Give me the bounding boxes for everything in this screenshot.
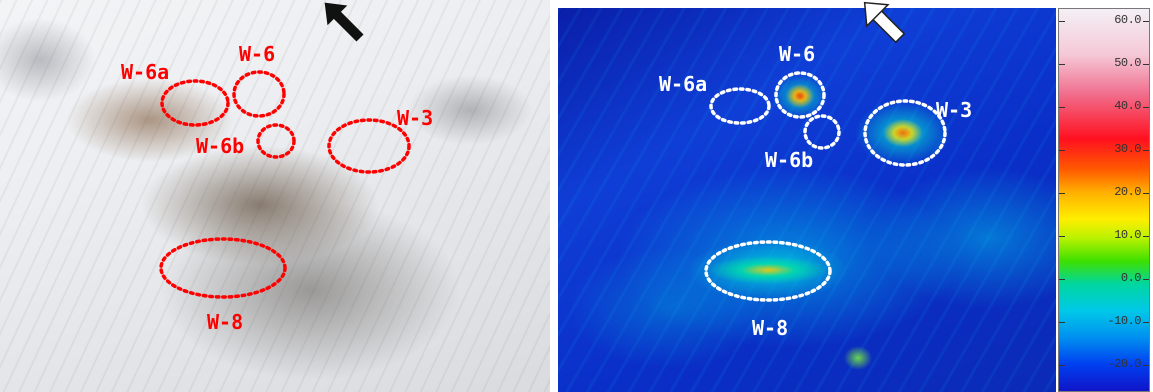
scale-tick-label: 10.0: [1114, 228, 1141, 242]
label-w6: W-6: [779, 42, 816, 66]
arrow-icon: [863, 1, 906, 44]
w6b-ellipse-photo: [256, 123, 296, 159]
visible-light-photo: [0, 0, 550, 392]
label-w6b: W-6b: [765, 148, 814, 172]
scale-tick-label: -10.0: [1107, 314, 1141, 328]
w6a-ellipse-photo: [160, 79, 230, 127]
label-w8: W-8: [207, 310, 244, 334]
arrow-icon: [324, 2, 364, 42]
scale-tick-label: 60.0: [1114, 13, 1141, 27]
temperature-color-scale: 60.0 50.0 40.0 30.0 20.0 10.0 0.0 -10.0 …: [1058, 8, 1150, 392]
w3-ellipse-thermal: [863, 99, 947, 167]
w6a-ellipse-thermal: [709, 87, 771, 125]
scale-tick-label: 30.0: [1114, 142, 1141, 156]
w6b-ellipse-thermal: [803, 114, 841, 150]
label-w3: W-3: [397, 106, 434, 130]
label-w6b: W-6b: [196, 134, 245, 158]
scale-tick-label: 40.0: [1114, 99, 1141, 113]
thermal-infrared-image: [558, 8, 1056, 392]
label-w6: W-6: [239, 42, 276, 66]
label-w6a: W-6a: [659, 72, 708, 96]
w6-ellipse-thermal: [774, 71, 826, 119]
scale-tick-label: 0.0: [1120, 271, 1142, 285]
w3-ellipse-photo: [327, 118, 411, 174]
w8-ellipse-thermal: [704, 240, 832, 302]
scale-tick-label: 20.0: [1114, 185, 1141, 199]
w8-ellipse-photo: [159, 237, 287, 299]
label-w8: W-8: [752, 316, 789, 340]
scale-tick-label: 50.0: [1114, 56, 1141, 70]
w6-ellipse-photo: [232, 70, 286, 118]
label-w6a: W-6a: [121, 60, 170, 84]
scale-tick-label: -20.0: [1107, 357, 1141, 371]
label-w3: W-3: [936, 98, 973, 122]
